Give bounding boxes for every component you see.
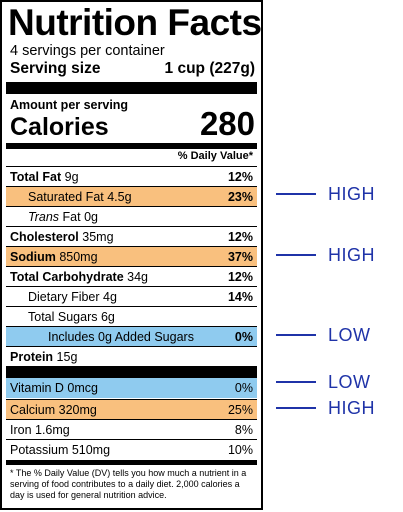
protein-name: Protein (10, 349, 54, 364)
potassium-name: Potassium 510mg (10, 442, 111, 457)
fiber-dv: 14% (227, 289, 253, 304)
annotation-high: HIGH (328, 183, 375, 204)
added-sugars-dv: 0% (234, 329, 253, 344)
trans-fat-italic: Trans (28, 209, 60, 224)
row-cholesterol: Cholesterol 35mg 12% (6, 226, 257, 246)
vitamin-d-name: Vitamin D 0mcg (10, 381, 98, 395)
total-fat-name: Total Fat (10, 169, 62, 184)
annotation-high: HIGH (328, 244, 375, 265)
cholesterol-name: Cholesterol (10, 229, 79, 244)
annotation-vitamin-d: LOW (276, 372, 371, 392)
sodium-dv: 37% (227, 249, 253, 264)
annotation-dash (276, 254, 316, 256)
label-title: Nutrition Facts (8, 2, 262, 43)
row-potassium: Potassium 510mg 10% (6, 439, 257, 459)
row-trans-fat: Trans Fat 0g (6, 206, 257, 226)
sugars-name: Total Sugars (28, 309, 98, 324)
total-fat-dv: 12% (227, 169, 253, 184)
trans-fat-rest: Fat (62, 209, 81, 224)
row-total-carbohydrate: Total Carbohydrate 34g 12% (6, 266, 257, 286)
row-dietary-fiber: Dietary Fiber 4g 14% (6, 286, 257, 306)
annotation-added-sugars: LOW (276, 325, 371, 345)
saturated-fat-amount: 4.5g (107, 189, 132, 204)
thick-divider (6, 82, 257, 94)
total-carb-amount: 34g (127, 269, 149, 284)
medium-divider (6, 143, 257, 149)
cholesterol-dv: 12% (227, 229, 253, 244)
row-total-fat: Total Fat 9g 12% (6, 166, 257, 186)
row-iron: Iron 1.6mg 8% (6, 419, 257, 439)
row-saturated-fat: Saturated Fat 4.5g 23% (6, 186, 257, 206)
serving-size-row: Serving size 1 cup (227g) (10, 60, 255, 78)
fiber-amount: 4g (103, 289, 117, 304)
footnote: * The % Daily Value (DV) tells you how m… (10, 468, 247, 500)
serving-size-value: 1 cup (227g) (164, 60, 255, 77)
calories-value: 280 (199, 105, 255, 142)
total-carb-dv: 12% (227, 269, 253, 284)
annotation-saturated-fat: HIGH (276, 184, 375, 204)
fiber-name: Dietary Fiber (28, 289, 100, 304)
iron-dv: 8% (234, 422, 253, 437)
row-vitamin-d: Vitamin D 0mcg 0% (6, 378, 257, 398)
annotation-dash (276, 407, 316, 409)
annotation-sodium: HIGH (276, 245, 375, 265)
vitamins-divider (6, 366, 257, 378)
amount-per-serving: Amount per serving (10, 98, 129, 112)
row-total-sugars: Total Sugars 6g (6, 306, 257, 326)
saturated-fat-dv: 23% (227, 189, 253, 204)
trans-fat-amount: 0g (84, 209, 98, 224)
row-protein: Protein 15g (6, 346, 257, 366)
calories-label: Calories (10, 113, 109, 141)
annotation-dash (276, 334, 316, 336)
potassium-dv: 10% (227, 442, 253, 457)
calcium-dv: 25% (227, 402, 253, 417)
total-fat-amount: 9g (64, 169, 79, 184)
total-carb-name: Total Carbohydrate (10, 269, 124, 284)
calcium-name: Calcium 320mg (10, 402, 97, 417)
daily-value-header: % Daily Value* (177, 150, 253, 162)
annotation-low: LOW (328, 371, 371, 392)
servings-per-container: 4 servings per container (10, 43, 165, 59)
nutrition-facts-label: Nutrition Facts 4 servings per container… (0, 0, 263, 510)
cholesterol-amount: 35mg (82, 229, 114, 244)
calories-row: Calories 280 (10, 106, 255, 142)
sodium-name: Sodium (10, 249, 56, 264)
annotation-low: LOW (328, 324, 371, 345)
protein-amount: 15g (56, 349, 78, 364)
annotation-calcium: HIGH (276, 398, 375, 418)
annotation-high: HIGH (328, 397, 375, 418)
annotation-dash (276, 381, 316, 383)
saturated-fat-name: Saturated Fat (28, 189, 104, 204)
row-calcium: Calcium 320mg 25% (6, 399, 257, 419)
row-added-sugars: Includes 0g Added Sugars 0% (6, 326, 257, 346)
row-sodium: Sodium 850mg 37% (6, 246, 257, 266)
sugars-amount: 6g (100, 309, 115, 324)
serving-size-label: Serving size (10, 60, 101, 77)
added-sugars-name: Includes 0g Added Sugars (48, 329, 194, 344)
footnote-divider (6, 460, 257, 465)
annotation-dash (276, 193, 316, 195)
vitamin-d-dv: 0% (234, 381, 253, 395)
iron-name: Iron 1.6mg (10, 422, 70, 437)
sodium-amount: 850mg (59, 249, 98, 264)
